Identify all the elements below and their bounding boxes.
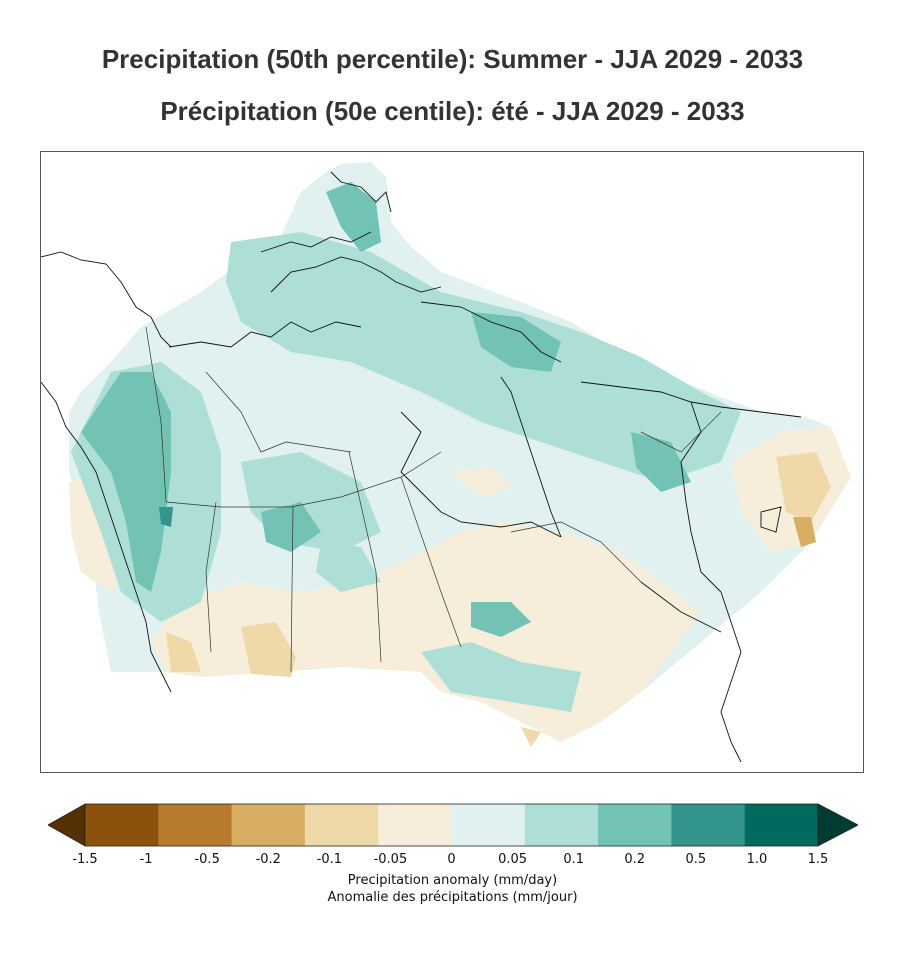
coastlines xyxy=(41,171,802,763)
colorbar-segment xyxy=(231,804,306,846)
colorbar-segment xyxy=(304,804,379,846)
colorbar-segment xyxy=(671,804,746,846)
teal-region-ellesmere xyxy=(326,182,381,252)
light-teal-region-ontario xyxy=(421,642,581,712)
colorbar-segment xyxy=(378,804,452,846)
colorbar-tick-label: -0.5 xyxy=(194,852,220,867)
colorbar-tick-label: 1.0 xyxy=(746,852,768,867)
tan-region-south xyxy=(521,727,541,747)
colorbar-label-english: Precipitation anomaly (mm/day) xyxy=(347,873,558,888)
cream-region-north xyxy=(451,467,511,497)
colorbar-tick-label: -1 xyxy=(139,852,153,867)
colorbar-tick-label: 0.05 xyxy=(498,852,528,867)
dark-teal-region-bc xyxy=(159,507,173,527)
light-teal-region-hudson xyxy=(316,542,381,592)
colorbar-tick-label: -0.1 xyxy=(316,852,343,867)
tan-region-alberta xyxy=(241,622,296,677)
light-teal-region-arctic xyxy=(226,232,741,482)
teal-region-yukon-bc xyxy=(81,372,171,592)
map-frame xyxy=(40,151,864,773)
teal-region-nwt xyxy=(261,502,321,552)
colorbar-tick-label: 0.1 xyxy=(563,852,584,867)
colorbar-segment xyxy=(451,804,526,846)
ochre-region-newfoundland xyxy=(793,517,816,547)
colorbar-segment xyxy=(158,804,233,846)
colorbar-extend-high xyxy=(817,803,858,847)
colorbar-segment xyxy=(744,804,819,846)
province-borders xyxy=(145,326,722,673)
colorbar-tick-label: -1.5 xyxy=(72,852,98,867)
colorbar-tick-label: -0.05 xyxy=(373,852,408,867)
title-french: Précipitation (50e centile): été - JJA 2… xyxy=(160,96,745,126)
colorbar-segment xyxy=(598,804,672,846)
tan-region-labrador xyxy=(776,452,831,522)
colorbar-segment xyxy=(85,804,159,846)
colorbar xyxy=(48,803,858,847)
colorbar-extend-low xyxy=(48,803,86,847)
tan-region-south-bc xyxy=(166,632,201,672)
colorbar-tick-label: 0.2 xyxy=(624,852,646,867)
colorbar-tick-label: 0.5 xyxy=(685,852,707,867)
colorbar-segment xyxy=(524,804,599,846)
colorbar-tick-label: 0 xyxy=(447,852,456,867)
colorbar-tick-label: 1.5 xyxy=(807,852,829,867)
teal-region-ontario xyxy=(471,602,531,637)
colorbar-tick-label: -0.2 xyxy=(255,852,281,867)
teal-region-baffin xyxy=(471,312,561,372)
precipitation-map xyxy=(41,162,851,763)
title-english: Precipitation (50th percentile): Summer … xyxy=(101,44,804,74)
teal-region-quebec xyxy=(631,432,691,492)
colorbar-label-french: Anomalie des précipitations (mm/jour) xyxy=(327,890,578,905)
